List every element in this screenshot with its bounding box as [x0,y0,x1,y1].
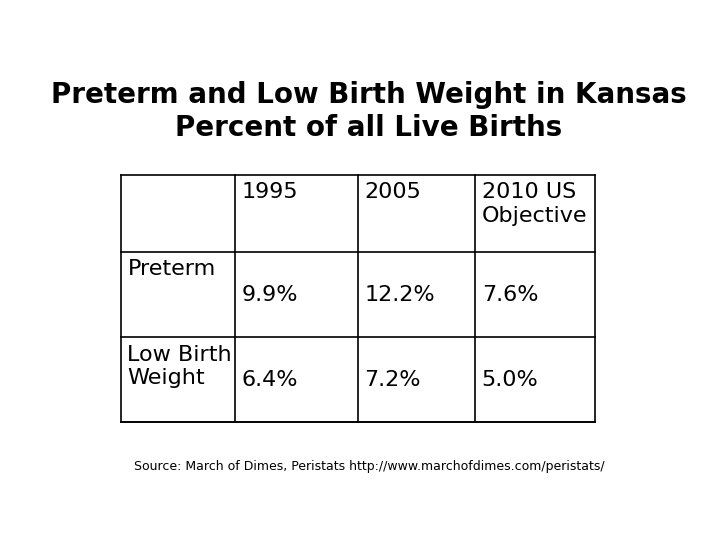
Text: 5.0%: 5.0% [482,370,539,390]
Text: 9.9%: 9.9% [242,285,298,305]
Text: 6.4%: 6.4% [242,370,298,390]
Text: 2010 US
Objective: 2010 US Objective [482,183,588,226]
Text: Preterm: Preterm [127,259,215,279]
Text: 7.6%: 7.6% [482,285,539,305]
Text: Preterm and Low Birth Weight in Kansas
Percent of all Live Births: Preterm and Low Birth Weight in Kansas P… [51,82,687,142]
Text: 1995: 1995 [242,183,298,202]
Text: 7.2%: 7.2% [364,370,421,390]
Text: 2005: 2005 [364,183,421,202]
Text: Low Birth
Weight: Low Birth Weight [127,345,232,388]
Text: Source: March of Dimes, Peristats http://www.marchofdimes.com/peristats/: Source: March of Dimes, Peristats http:/… [134,460,604,473]
Text: 12.2%: 12.2% [364,285,435,305]
